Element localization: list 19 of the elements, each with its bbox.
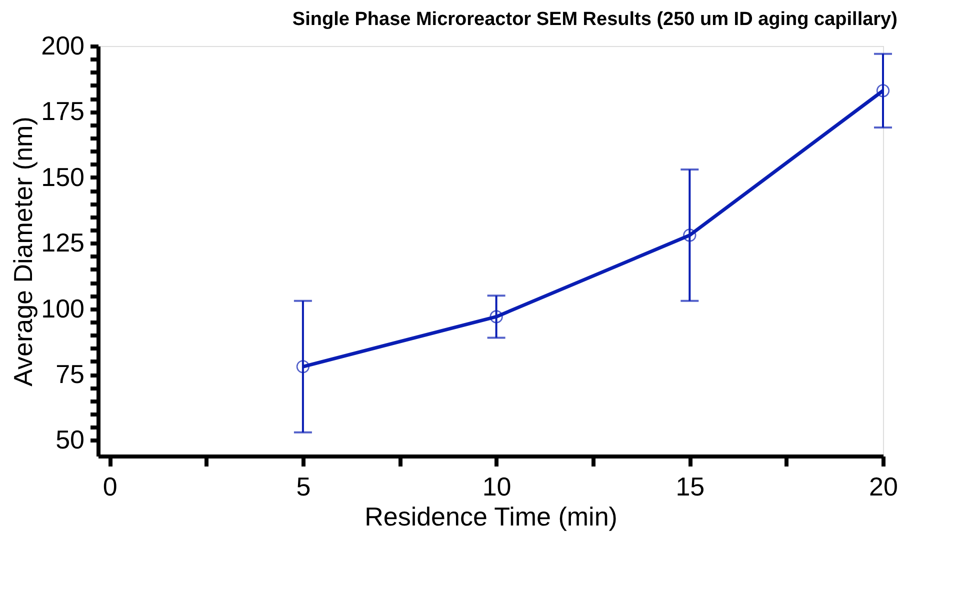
point (876, 84, 890, 98)
point (490, 310, 503, 324)
y-tick-label: 75 (56, 359, 84, 390)
y-tick-label: 125 (41, 228, 84, 258)
point (683, 228, 696, 242)
chart-title: Single Phase Microreactor SEM Results (250 um ID aging capillary) (292, 9, 898, 30)
y-tick-label: 175 (41, 96, 84, 126)
y-tick-label: 200 (41, 30, 84, 60)
x-tick-label: 10 (482, 472, 512, 502)
point (296, 360, 310, 374)
y-tick-label: 150 (41, 162, 84, 192)
x-tick-label: 5 (296, 472, 311, 502)
x-axis-title: Residence Time (min) (364, 502, 618, 532)
y-tick-label: 100 (41, 293, 84, 324)
y-axis-title: Average Diameter (nm) (8, 116, 38, 386)
x-tick-label: 0 (102, 472, 118, 502)
y-tick-label: 50 (56, 424, 84, 455)
x-tick-label: 15 (676, 472, 705, 502)
x-tick-label: 20 (869, 472, 898, 502)
